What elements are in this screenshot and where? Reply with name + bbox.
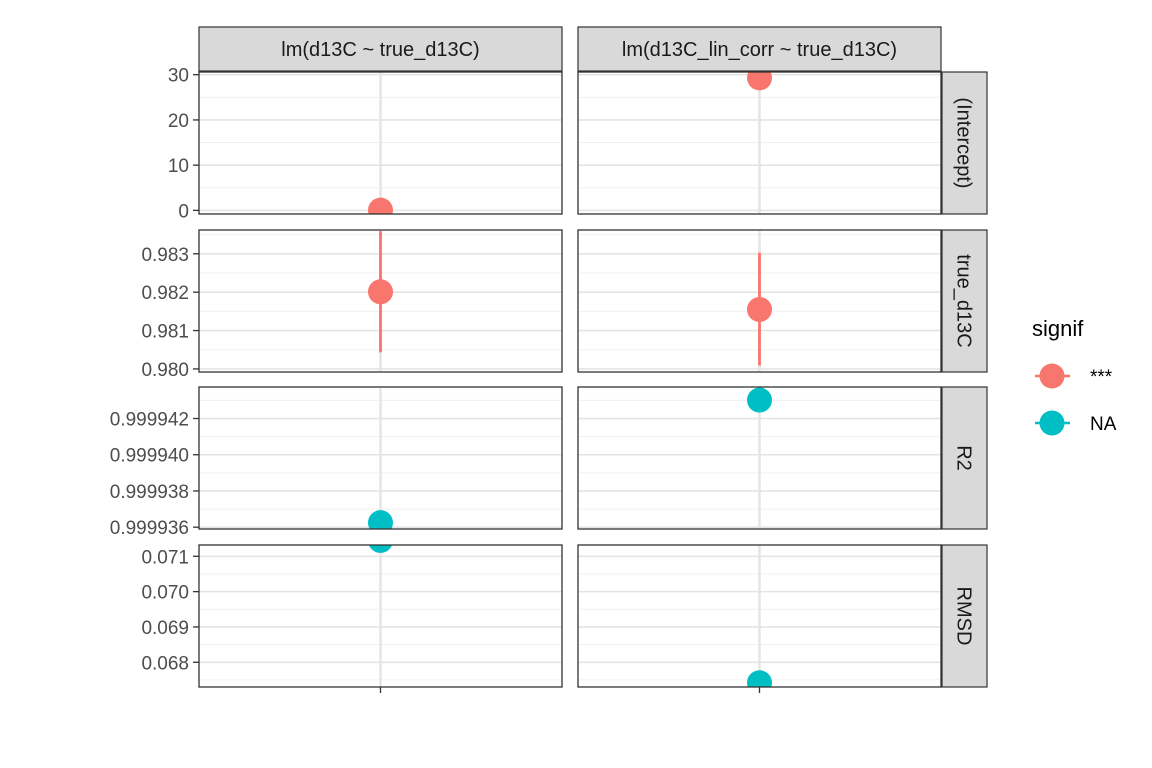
row-strip-label: R2 bbox=[953, 445, 975, 471]
row-strip-background bbox=[941, 229, 988, 373]
y-tick-label: 20 bbox=[168, 111, 189, 132]
y-tick-label: 0.999942 bbox=[110, 410, 189, 431]
y-axis-true-d13c: 0.980 0.981 0.982 0.983 bbox=[141, 245, 199, 381]
row-strip-rmsd: RMSD bbox=[941, 544, 988, 688]
y-tick-label: 0.999938 bbox=[110, 482, 189, 503]
panel-marks bbox=[747, 387, 772, 413]
panel-grid bbox=[199, 545, 562, 687]
y-tick-label: 0.068 bbox=[141, 653, 189, 674]
y-tick-label: 30 bbox=[168, 66, 189, 87]
y-axis-rmsd: 0.068 0.069 0.070 0.071 bbox=[141, 547, 199, 674]
data-point bbox=[747, 670, 772, 687]
panel-r2-0 bbox=[198, 386, 563, 530]
panel-border bbox=[198, 71, 563, 215]
panel-marks bbox=[368, 197, 393, 214]
y-tick-label: 0.999936 bbox=[110, 518, 189, 539]
data-point bbox=[368, 279, 393, 305]
panel-r2-1 bbox=[577, 386, 942, 530]
panel-grid bbox=[578, 387, 941, 529]
row-strip-label: RMSD bbox=[953, 587, 975, 646]
row-strip-label: (Intercept) bbox=[953, 97, 975, 188]
y-tick-label: 0.983 bbox=[141, 245, 189, 266]
panel-grid bbox=[578, 72, 941, 214]
data-point bbox=[368, 510, 393, 529]
y-tick-label: 0 bbox=[178, 201, 189, 222]
panel-marks bbox=[368, 510, 393, 529]
panel-marks bbox=[747, 670, 772, 687]
panel-marks bbox=[368, 231, 393, 353]
data-point bbox=[747, 387, 772, 413]
row-strip-background bbox=[941, 71, 988, 215]
y-tick-label: 0.069 bbox=[141, 618, 189, 639]
legend-label: *** bbox=[1090, 367, 1113, 388]
y-tick-label: 10 bbox=[168, 156, 189, 177]
y-tick-label: 0.980 bbox=[141, 360, 189, 381]
x-axis bbox=[379, 687, 761, 693]
data-point bbox=[368, 197, 393, 214]
facet-grid: lm(d13C ~ true_d13C) lm(d13C_lin_corr ~ t… bbox=[110, 26, 988, 693]
panel-marks bbox=[747, 252, 772, 366]
y-tick-label: 0.071 bbox=[141, 547, 189, 568]
y-tick-label: 0.999940 bbox=[110, 446, 189, 467]
row-strip-background bbox=[941, 544, 988, 688]
legend: signif *** NA bbox=[1032, 316, 1117, 436]
panel-intercept-0 bbox=[198, 71, 563, 215]
column-strip-1: lm(d13C_lin_corr ~ true_d13C) bbox=[577, 26, 942, 72]
panel-border bbox=[577, 386, 942, 530]
panel-border bbox=[198, 386, 563, 530]
panel-border bbox=[198, 229, 563, 373]
row-strip-label: true_d13C bbox=[953, 254, 975, 347]
legend-label: NA bbox=[1090, 414, 1117, 435]
row-strip-background bbox=[941, 386, 988, 530]
y-axis-intercept: 0 10 20 30 bbox=[168, 66, 199, 222]
legend-item-na: NA bbox=[1035, 410, 1117, 436]
panel-marks bbox=[368, 545, 393, 553]
row-strip-r2: R2 bbox=[941, 386, 988, 530]
row-strip-true-d13c: true_d13C bbox=[941, 229, 988, 373]
legend-title: signif bbox=[1032, 316, 1084, 341]
panel-intercept-1 bbox=[577, 71, 942, 215]
data-point bbox=[368, 545, 393, 553]
panel-rmsd-1 bbox=[577, 544, 942, 688]
panel-grid bbox=[199, 387, 562, 529]
column-strip-0: lm(d13C ~ true_d13C) bbox=[198, 26, 563, 72]
y-tick-label: 0.070 bbox=[141, 583, 189, 604]
panel-true-d13c-1 bbox=[577, 229, 942, 373]
panel-border bbox=[577, 229, 942, 373]
panel-rmsd-0 bbox=[198, 544, 563, 688]
panel-marks bbox=[747, 72, 772, 91]
column-strip-label: lm(d13C ~ true_d13C) bbox=[281, 39, 479, 61]
panel-true-d13c-0 bbox=[198, 229, 563, 373]
column-strip-label: lm(d13C_lin_corr ~ true_d13C) bbox=[622, 39, 897, 61]
row-strip-intercept: (Intercept) bbox=[941, 71, 988, 215]
legend-key-point bbox=[1039, 363, 1065, 389]
legend-item-signif: *** bbox=[1035, 363, 1113, 389]
panel-border bbox=[577, 71, 942, 215]
legend-key-point bbox=[1039, 410, 1065, 436]
data-point bbox=[747, 72, 772, 91]
y-tick-label: 0.982 bbox=[141, 283, 189, 304]
column-strip-background bbox=[198, 26, 563, 72]
data-point bbox=[747, 296, 772, 322]
y-tick-label: 0.981 bbox=[141, 322, 189, 343]
legend-keys: *** NA bbox=[1035, 363, 1117, 436]
y-axis-r2: 0.999936 0.999938 0.999940 0.999942 bbox=[110, 410, 199, 539]
column-strip-background bbox=[577, 26, 942, 72]
